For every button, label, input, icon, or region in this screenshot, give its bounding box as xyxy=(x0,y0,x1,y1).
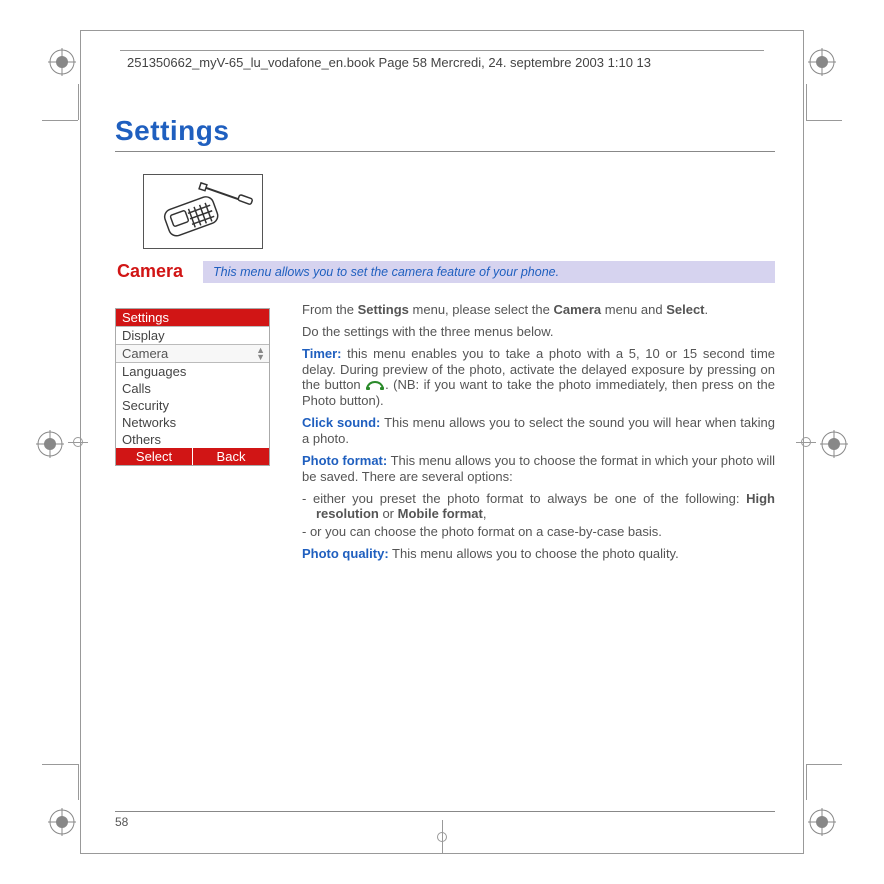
softkey-left: Select xyxy=(116,448,192,465)
running-header: 251350662_myV-65_lu_vodafone_en.book Pag… xyxy=(125,55,653,70)
text: , xyxy=(483,506,487,521)
page-number: 58 xyxy=(115,815,128,829)
call-button-icon xyxy=(365,379,385,391)
page-title: Settings xyxy=(115,115,775,147)
registration-mark-icon xyxy=(808,808,836,836)
phone-menu-item: Others xyxy=(116,431,269,448)
phone-menu-screenshot: Settings Display Camera ▲▼ Languages Cal… xyxy=(115,308,270,466)
list-item: or you can choose the photo format on a … xyxy=(302,524,775,540)
text: From the xyxy=(302,302,358,317)
text: or xyxy=(379,506,398,521)
section-description: This menu allows you to set the camera f… xyxy=(203,261,775,283)
registration-mark-icon xyxy=(48,48,76,76)
phone-menu-selected-label: Camera xyxy=(122,346,168,361)
phone-menu-item: Security xyxy=(116,397,269,414)
softkey-right: Back xyxy=(192,448,269,465)
section-description-text: This menu allows you to set the camera f… xyxy=(213,265,559,279)
text: either you preset the photo format to al… xyxy=(313,491,746,506)
text: menu, please select the xyxy=(409,302,554,317)
registration-mark-icon xyxy=(36,430,64,458)
registration-mark-icon xyxy=(48,808,76,836)
term-label: Timer: xyxy=(302,346,342,361)
term-label: Photo quality: xyxy=(302,546,389,561)
text: This menu allows you to choose the photo… xyxy=(389,546,679,561)
footer-rule xyxy=(115,811,775,812)
updown-arrows-icon: ▲▼ xyxy=(256,347,265,361)
term-label: Click sound: xyxy=(302,415,380,430)
header-rule xyxy=(120,50,764,51)
registration-mark-icon xyxy=(820,430,848,458)
body-text: From the Settings menu, please select th… xyxy=(302,302,775,568)
section-label: Camera xyxy=(115,261,203,282)
list-item: either you preset the photo format to al… xyxy=(302,491,775,523)
phone-menu-item: Networks xyxy=(116,414,269,431)
registration-mark-icon xyxy=(808,48,836,76)
phone-menu-item: Calls xyxy=(116,380,269,397)
content-area: Settings Camera This menu allows you to … xyxy=(115,115,775,568)
phone-menu-item-selected: Camera ▲▼ xyxy=(116,344,269,363)
phone-menu-item: Display xyxy=(116,326,269,344)
title-rule xyxy=(115,151,775,152)
phone-illustration-icon xyxy=(143,174,263,249)
term-label: Photo format: xyxy=(302,453,387,468)
text-bold: Settings xyxy=(358,302,409,317)
section-header-bar: Camera This menu allows you to set the c… xyxy=(115,259,775,284)
text-bold: Mobile format xyxy=(398,506,483,521)
phone-menu-title: Settings xyxy=(116,309,269,326)
text: menu and xyxy=(601,302,666,317)
text-bold: Camera xyxy=(553,302,601,317)
text: Do the settings with the three menus bel… xyxy=(302,324,775,340)
text: . xyxy=(705,302,709,317)
text-bold: Select xyxy=(666,302,704,317)
phone-softkey-bar: Select Back xyxy=(116,448,269,465)
phone-menu-item: Languages xyxy=(116,363,269,380)
